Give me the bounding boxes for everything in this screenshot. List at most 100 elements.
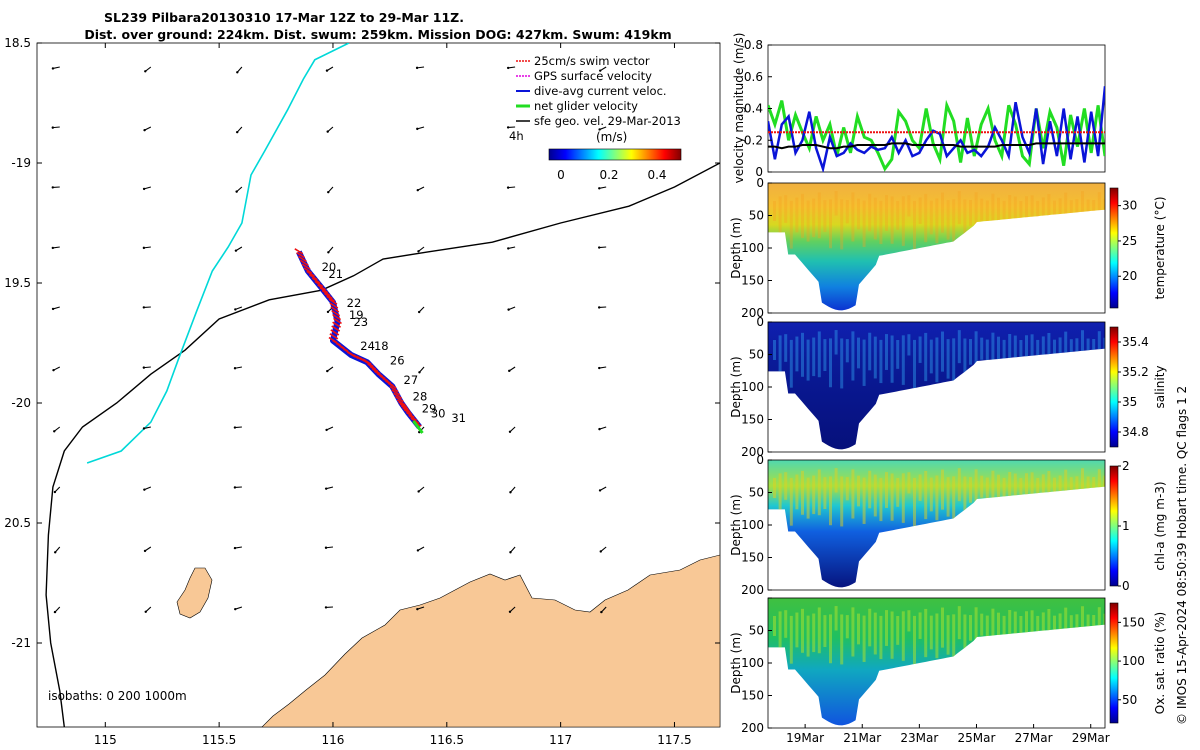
swim-vector: [319, 287, 329, 294]
section-streak: [795, 336, 799, 372]
section-streak: [801, 193, 804, 238]
day-label: 22: [347, 296, 362, 310]
swim-vector: [389, 385, 399, 393]
section-streak: [913, 615, 916, 666]
day-label: 21: [328, 267, 343, 281]
section-streak: [974, 192, 978, 243]
swim-vector: [303, 267, 313, 274]
section-streak: [907, 610, 911, 632]
current-vector-head: [325, 428, 328, 432]
swim-vector: [396, 399, 406, 406]
swim-vector: [399, 403, 409, 410]
current-vector-head: [599, 550, 602, 553]
section-colorbar-tick-label: 50: [1122, 693, 1137, 707]
section-streak: [935, 613, 939, 659]
section-streak: [935, 337, 939, 383]
current-vector-head: [51, 67, 55, 70]
map-axes: 115 115.5 116 116.5 117 117.518.5-1919.5-2020…: [4, 36, 720, 747]
section-streak: [801, 332, 804, 377]
section-streak: [1053, 200, 1056, 226]
section-streak: [1002, 477, 1006, 515]
section-streak: [980, 198, 984, 221]
current-vector-head: [142, 187, 146, 191]
velocity-ytick-label: 0.8: [744, 38, 763, 52]
section-colorbar-tick-label: 100: [1122, 654, 1145, 668]
section-streak: [918, 612, 922, 639]
section-streak: [1064, 331, 1068, 365]
section-streak: [1041, 612, 1045, 635]
swim-vector: [402, 407, 412, 414]
section-streak: [784, 334, 788, 362]
swim-vector: [398, 401, 408, 408]
section-streak: [1053, 477, 1056, 503]
swim-vector: [367, 363, 377, 370]
section-streak: [1081, 191, 1084, 232]
current-vector-head: [416, 549, 420, 552]
land-mainland: [261, 554, 720, 727]
legend-label-sfe: sfe geo. vel. 29-Mar-2013: [534, 114, 681, 128]
section-streak: [957, 468, 961, 502]
day-label: 31: [451, 411, 466, 425]
section-colorbar-tick-label: 20: [1122, 269, 1137, 283]
section-streak: [834, 191, 838, 216]
section-streak: [817, 331, 821, 378]
section-streak: [868, 608, 872, 647]
section-ylabel: Depth (m): [729, 632, 743, 693]
section-ylabel: Depth (m): [729, 217, 743, 278]
section-streak: [868, 332, 872, 371]
section-streak: [1081, 468, 1084, 509]
current-vector-head: [508, 369, 511, 373]
section-streak: [896, 200, 900, 230]
current-vector-head: [233, 546, 237, 550]
section-streak: [851, 607, 855, 657]
section-streak: [974, 469, 978, 520]
section-ytick-label: 200: [741, 306, 764, 320]
section-ytick-label: 150: [741, 274, 764, 288]
section-streak: [885, 334, 888, 370]
map-ytick-label: -19: [11, 156, 31, 170]
section-streak: [885, 195, 888, 231]
current-vector-head: [506, 66, 510, 70]
current-vector-head: [327, 190, 330, 194]
section-streak: [935, 198, 939, 244]
current-vector-head: [417, 250, 420, 253]
section-streak: [879, 339, 883, 384]
section-ytick-label: 0: [756, 176, 764, 190]
section-streak: [963, 199, 967, 248]
current-vector-head: [144, 70, 147, 73]
swim-vector: [317, 284, 327, 291]
section-colorbar-label: chl-a (mg m-3): [1153, 481, 1167, 570]
section-streak: [941, 469, 944, 510]
section-streak: [969, 615, 972, 641]
section-streak: [873, 474, 877, 517]
section-streak: [1030, 195, 1034, 226]
legend-item-sfe: sfe geo. vel. 29-Mar-2013: [516, 114, 681, 128]
section-colorbar-tick-label: 25: [1122, 234, 1137, 248]
section-streak: [862, 200, 866, 247]
section-streak: [918, 197, 922, 224]
section-streak: [879, 615, 883, 660]
copyright-note: © IMOS 15-Apr-2024 08:50:39 Hobart time.…: [1175, 386, 1189, 725]
section-streak: [778, 611, 782, 662]
section-streak: [896, 477, 900, 507]
section-colorbar-tick-label: 30: [1122, 199, 1137, 213]
current-vector-head: [598, 489, 602, 492]
section-ytick-label: 0: [756, 453, 764, 467]
swim-vector: [395, 395, 404, 403]
section-streak: [941, 607, 944, 648]
section-streak: [952, 614, 956, 660]
map-ytick-label: -21: [11, 636, 31, 650]
map-ytick-label: -20: [11, 396, 31, 410]
section-streak: [829, 199, 832, 249]
net-glider-velocity: [412, 420, 424, 434]
velocity-series: [768, 86, 1105, 172]
current-vector-head: [144, 610, 147, 613]
velocity-ytick-label: 0: [755, 165, 763, 179]
current-vector-head: [508, 610, 512, 613]
section-colorbar-tick-label: 35.4: [1122, 335, 1149, 349]
map-xtick-label: 115.5: [202, 733, 236, 747]
current-vector-head: [143, 488, 146, 491]
section-streak: [1030, 610, 1034, 641]
swim-vector: [405, 411, 415, 419]
section-streak: [1041, 197, 1045, 220]
